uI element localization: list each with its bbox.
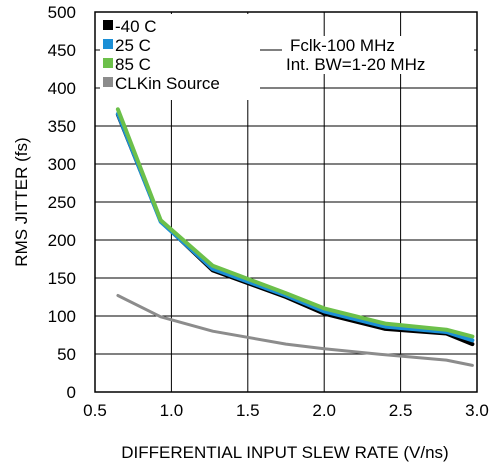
- legend-label: 25 C: [115, 36, 151, 55]
- x-tick-label: 2.0: [312, 401, 336, 420]
- series-line: [116, 294, 474, 367]
- legend-swatch: [103, 58, 113, 68]
- series-layer: [115, 107, 475, 367]
- y-tick-label: 250: [48, 193, 76, 212]
- y-tick-label: 300: [48, 155, 76, 174]
- annotation-background: [282, 36, 474, 74]
- legend-background: [100, 14, 260, 100]
- x-tick-label: 0.5: [83, 401, 107, 420]
- y-tick-label: 400: [48, 79, 76, 98]
- legend-label: -40 C: [115, 17, 157, 36]
- x-tick-label: 1.5: [236, 401, 260, 420]
- x-tick-label: 1.0: [160, 401, 184, 420]
- y-tick-label: 150: [48, 269, 76, 288]
- y-tick-label: 450: [48, 41, 76, 60]
- y-tick-label: 500: [48, 3, 76, 22]
- y-tick-label: 100: [48, 307, 76, 326]
- axes: [94, 11, 478, 393]
- legend-label: CLKin Source: [115, 74, 220, 93]
- x-axis-title: DIFFERENTIAL INPUT SLEW RATE (V/ns): [121, 443, 448, 462]
- legend-swatch: [103, 39, 113, 49]
- y-tick-label: 50: [57, 345, 76, 364]
- tick-labels: 0.5 1.0 1.5 2.0 2.5 3.0 0 50 100 150 200 250 300 350 4…: [48, 3, 489, 420]
- y-tick-label: 350: [48, 117, 76, 136]
- legend-swatch: [103, 20, 113, 30]
- legend-swatch: [103, 77, 113, 87]
- y-axis-title: RMS JITTER (fs): [12, 137, 31, 266]
- x-tick-label: 3.0: [465, 401, 489, 420]
- y-tick-label: 0: [67, 383, 76, 402]
- x-tick-label: 2.5: [389, 401, 413, 420]
- y-tick-label: 200: [48, 231, 76, 250]
- series-line: [115, 107, 475, 339]
- legend-label: 85 C: [115, 55, 151, 74]
- plot-frame: [94, 11, 478, 393]
- annotation-text: Fclk-100 MHz: [290, 36, 395, 55]
- annotation-text: Int. BW=1-20 MHz: [286, 55, 425, 74]
